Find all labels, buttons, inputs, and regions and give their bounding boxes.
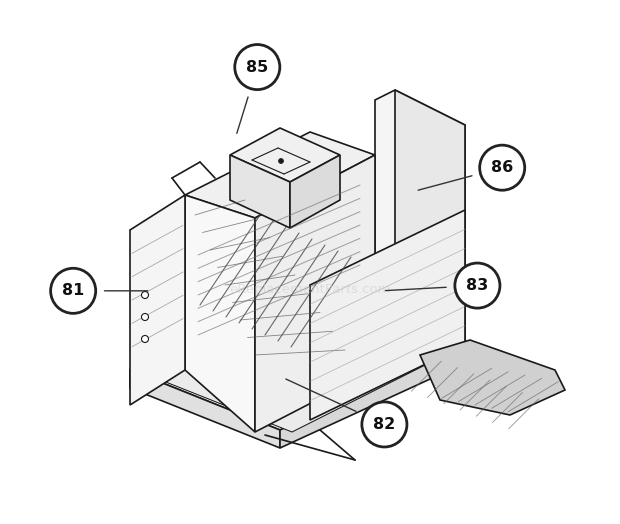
Circle shape [362,402,407,447]
Circle shape [235,45,280,90]
Text: 81: 81 [62,283,84,298]
Polygon shape [290,155,340,228]
Polygon shape [148,294,455,432]
Circle shape [455,263,500,308]
Polygon shape [420,340,565,415]
Text: 83: 83 [466,278,489,293]
Polygon shape [130,285,310,388]
Text: eReplacementParts.com: eReplacementParts.com [229,283,391,297]
Circle shape [141,335,149,343]
Circle shape [480,145,525,190]
Polygon shape [395,90,465,345]
Text: 86: 86 [491,160,513,175]
Circle shape [278,158,283,163]
Polygon shape [185,132,375,218]
Polygon shape [310,210,465,420]
Polygon shape [255,155,375,432]
Polygon shape [310,285,465,363]
Polygon shape [230,128,340,182]
Text: 85: 85 [246,60,268,74]
Polygon shape [130,370,280,448]
Polygon shape [185,195,255,432]
Polygon shape [130,195,185,405]
Circle shape [51,268,95,313]
Circle shape [141,291,149,299]
Polygon shape [375,90,465,345]
Text: 82: 82 [373,417,396,432]
Circle shape [141,313,149,321]
Polygon shape [130,285,465,430]
Polygon shape [230,155,290,228]
Polygon shape [280,345,465,448]
